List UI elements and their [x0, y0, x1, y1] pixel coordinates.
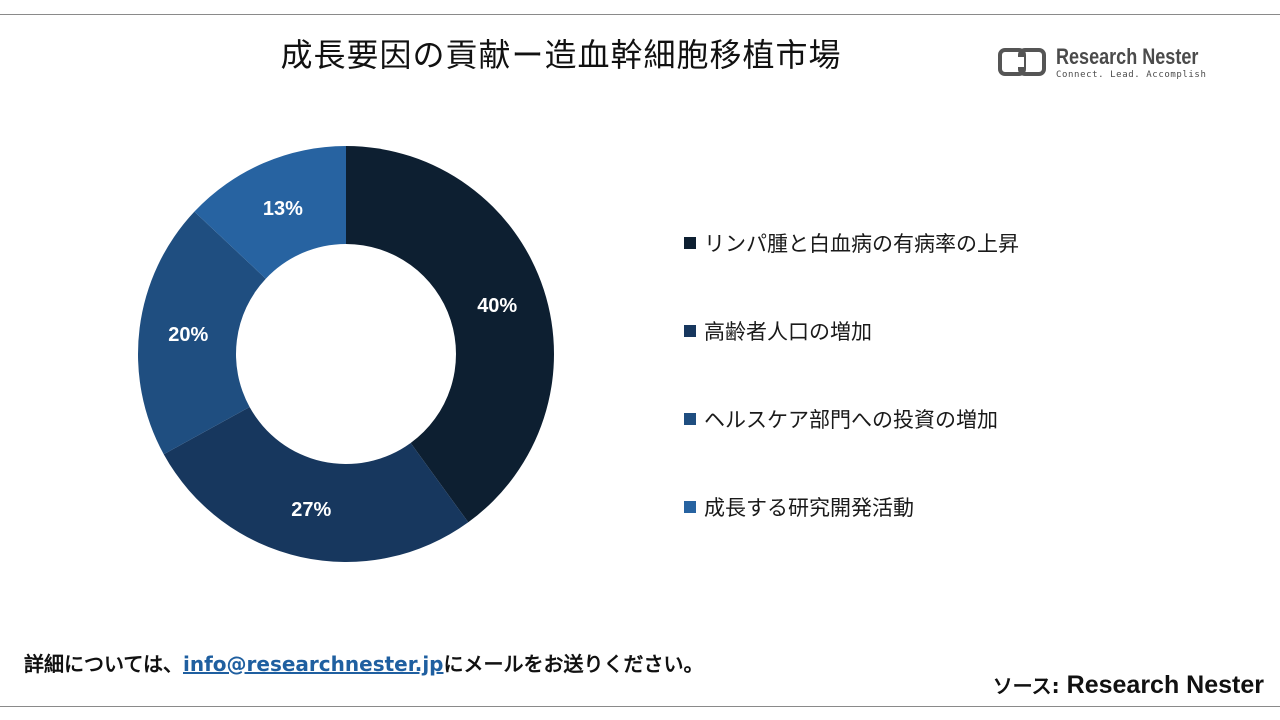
- legend-swatch: [684, 413, 696, 425]
- bottom-rule: [0, 706, 1280, 707]
- donut-chart: 40% 27% 20% 13%: [138, 146, 554, 562]
- legend-item: リンパ腫と白血病の有病率の上昇: [684, 228, 1104, 258]
- legend-item: 成長する研究開発活動: [684, 492, 1104, 522]
- legend-swatch: [684, 237, 696, 249]
- research-nester-logo-icon: [998, 48, 1046, 76]
- logo-name: Research Nester: [1056, 44, 1199, 69]
- source-name: Research Nester: [1066, 671, 1264, 699]
- legend-label: 高齢者人口の増加: [704, 320, 872, 344]
- source-prefix: ソース:: [992, 674, 1067, 698]
- slice-label: 13%: [263, 198, 303, 220]
- logo-tagline: Connect. Lead. Accomplish: [1056, 70, 1207, 80]
- footer-suffix: にメールをお送りください。: [443, 652, 704, 676]
- email-link[interactable]: info@researchnester.jp: [183, 652, 444, 676]
- research-nester-logo: Research Nester Connect. Lead. Accomplis…: [998, 44, 1218, 88]
- donut-slice: [138, 211, 266, 455]
- top-rule: [0, 14, 1280, 15]
- donut-slice: [346, 146, 554, 523]
- donut-slice: [163, 406, 469, 562]
- legend-item: ヘルスケア部門への投資の増加: [684, 404, 1104, 434]
- footer-prefix: 詳細については、: [24, 652, 183, 676]
- page-title: 成長要因の貢献ー造血幹細胞移植市場: [280, 36, 842, 74]
- source-credit: ソース: Research Nester: [993, 670, 1264, 700]
- legend-swatch: [684, 325, 696, 337]
- slice-label: 27%: [291, 499, 331, 521]
- legend-label: リンパ腫と白血病の有病率の上昇: [704, 232, 1019, 256]
- legend-label: ヘルスケア部門への投資の増加: [704, 408, 998, 432]
- slice-label: 20%: [168, 324, 208, 346]
- legend-label: 成長する研究開発活動: [704, 496, 914, 520]
- legend-item: 高齢者人口の増加: [684, 316, 1104, 346]
- footer-contact: 詳細については、info@researchnester.jpにメールをお送りくだ…: [24, 648, 704, 677]
- donut-slice: [194, 146, 346, 279]
- legend-swatch: [684, 501, 696, 513]
- slice-label: 40%: [477, 295, 517, 317]
